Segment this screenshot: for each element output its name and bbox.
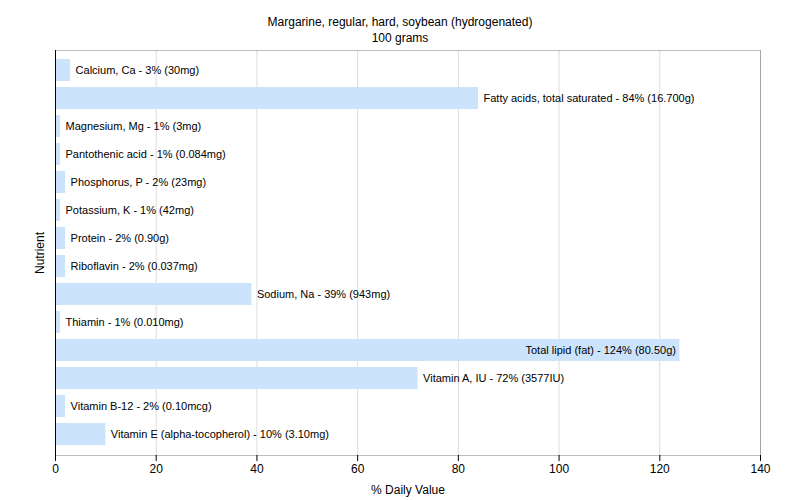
svg-text:Vitamin A, IU - 72% (3577IU): Vitamin A, IU - 72% (3577IU): [423, 372, 564, 384]
svg-text:Total lipid (fat) - 124% (80.5: Total lipid (fat) - 124% (80.50g): [526, 344, 676, 356]
svg-text:60: 60: [351, 462, 365, 476]
svg-text:Sodium, Na - 39% (943mg): Sodium, Na - 39% (943mg): [257, 288, 390, 300]
svg-text:% Daily Value: % Daily Value: [371, 483, 445, 497]
html-text:Margarine, regular, hard, soyb: Margarine, regular, hard, soybean (hydro…: [267, 15, 533, 29]
svg-text:Thiamin - 1% (0.010mg): Thiamin - 1% (0.010mg): [66, 316, 184, 328]
svg-text:140: 140: [750, 462, 770, 476]
svg-text:Fatty acids, total saturated -: Fatty acids, total saturated - 84% (16.7…: [484, 92, 695, 104]
svg-text:Pantothenic acid - 1% (0.084mg: Pantothenic acid - 1% (0.084mg): [66, 148, 226, 160]
svg-text:120: 120: [650, 462, 670, 476]
svg-text:Protein - 2% (0.90g): Protein - 2% (0.90g): [71, 232, 169, 244]
svg-text:Nutrient: Nutrient: [33, 231, 47, 274]
svg-text:Calcium, Ca - 3% (30mg): Calcium, Ca - 3% (30mg): [76, 64, 199, 76]
svg-text:0: 0: [52, 462, 59, 476]
svg-text:Potassium, K - 1% (42mg): Potassium, K - 1% (42mg): [66, 204, 194, 216]
svg-text:20: 20: [150, 462, 164, 476]
svg-text:80: 80: [452, 462, 466, 476]
svg-text:Phosphorus, P - 2% (23mg): Phosphorus, P - 2% (23mg): [71, 176, 207, 188]
svg-text:100: 100: [549, 462, 569, 476]
svg-text:Magnesium, Mg - 1% (3mg): Magnesium, Mg - 1% (3mg): [66, 120, 202, 132]
svg-text:40: 40: [250, 462, 264, 476]
svg-text:Vitamin E (alpha-tocopherol) -: Vitamin E (alpha-tocopherol) - 10% (3.10…: [111, 428, 329, 440]
html-text:100 grams: 100 grams: [371, 31, 429, 45]
svg-text:Vitamin B-12 - 2% (0.10mcg): Vitamin B-12 - 2% (0.10mcg): [71, 400, 212, 412]
svg-text:Riboflavin - 2% (0.037mg): Riboflavin - 2% (0.037mg): [71, 260, 198, 272]
